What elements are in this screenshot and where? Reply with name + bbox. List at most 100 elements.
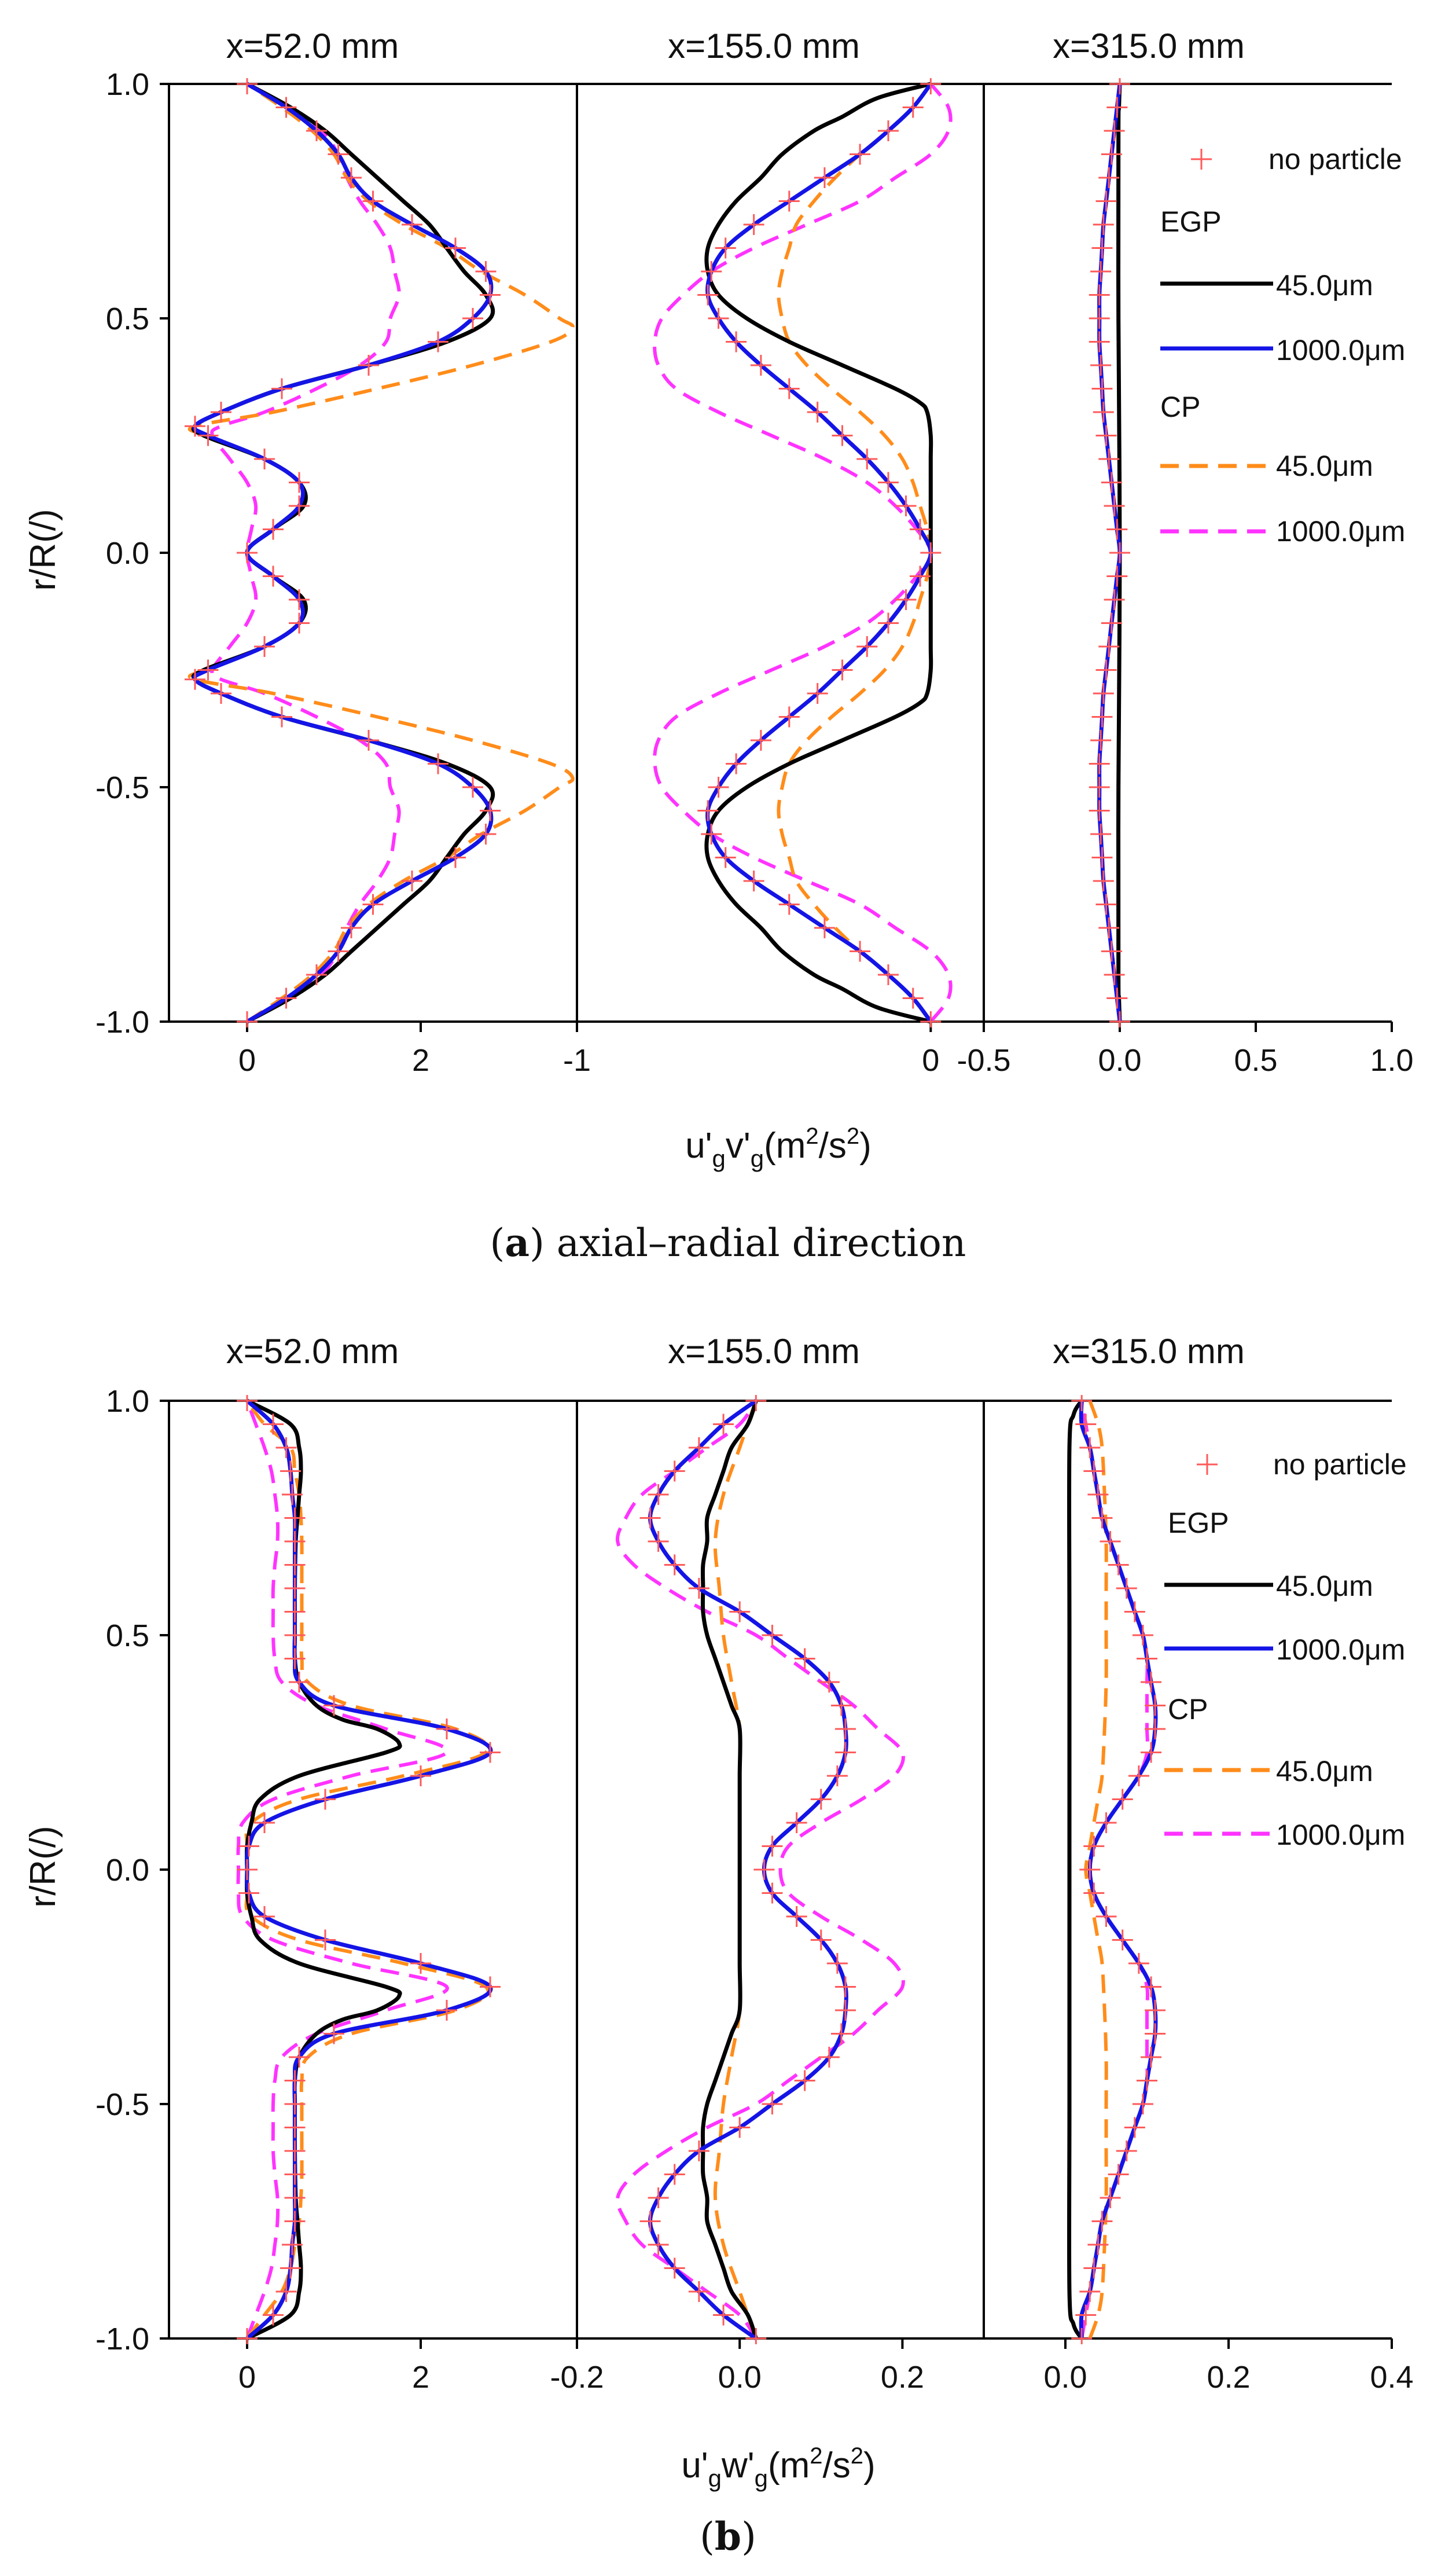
chart-a-panel-1-no-particle-point <box>428 331 448 353</box>
chart-b-panel-3-no-particle-point <box>1145 1719 1166 1739</box>
chart-a-panel-3-no-particle-point <box>1109 1011 1130 1027</box>
chart-a-plot-area: -1.0 -0.5 0.0 0.5 1.0 0 2 -1 0 -0.5 0.0 0.5 1.0 <box>95 67 1414 1078</box>
chart-b-panel-2-no-particle-point <box>826 1765 848 1786</box>
chart-a-panel-3-no-particle-point <box>1106 97 1128 118</box>
chart-b-legend: no particle EGP 45.0μm 1000.0μm CP 45.0μ… <box>1164 1448 1407 1851</box>
chart-a-panel-3-no-particle-point <box>1098 636 1120 657</box>
chart-a-panel-3-xtick-label: 0.0 <box>1098 1043 1141 1078</box>
chart-a-panel-2-no-particle-point <box>920 78 942 94</box>
chart-a-panel-1-no-particle-point <box>358 730 379 751</box>
chart-a-panel-1-no-particle-point <box>289 612 310 634</box>
chart-a-panel-2-no-particle-point <box>814 917 835 938</box>
chart-a-panel-2-no-particle-point <box>909 519 931 540</box>
chart-a-panel-2-xtick-label: -1 <box>563 1043 591 1078</box>
legend-b-cp-45-label: 45.0μm <box>1276 1755 1373 1787</box>
chart-b-panel-3-title: x=315.0 mm <box>1053 1332 1245 1371</box>
chart-a-panel-3-no-particle-point <box>1109 78 1130 94</box>
chart-b-panel-3-no-particle-point <box>1132 2094 1153 2114</box>
chart-b-panel-3-no-particle-point <box>1095 1812 1117 1833</box>
chart-a-panel-2-no-particle-point <box>807 402 828 423</box>
legend-b-egp-45-label: 45.0μm <box>1276 1570 1373 1602</box>
legend-a-no-particle-label: no particle <box>1269 143 1402 175</box>
chart-b-panel-1-no-particle-point <box>280 1460 301 1482</box>
caption-b-close-paren: ) <box>741 2514 756 2559</box>
chart-a-panel-3-no-particle-point <box>1089 777 1110 798</box>
chart-b-panel-3-no-particle-point <box>1141 2047 1162 2068</box>
chart-a-panel-3-no-particle-point <box>1089 753 1110 774</box>
chart-b-panel-1-no-particle-point <box>284 2117 306 2138</box>
chart-a-panel-2-no-particle-point <box>701 261 722 282</box>
chart-a-panel-1-no-particle-point <box>254 636 275 657</box>
chart-a-panel-2-no-particle-point <box>920 542 942 563</box>
chart-b-panel-2-egp-45-line <box>700 1400 758 2340</box>
chart-b-panel-1-no-particle-point <box>237 2328 258 2344</box>
chart-b-panel-3-no-particle-point <box>1071 2328 1093 2344</box>
chart-b-panel-1-no-particle-point <box>436 2000 457 2021</box>
legend-a-egp-45-label: 45.0μm <box>1276 269 1373 302</box>
chart-a-panel-2-no-particle-point <box>750 355 771 376</box>
chart-b-panel-1-no-particle-point <box>284 1578 306 1599</box>
chart-b-panel-1-title: x=52.0 mm <box>226 1332 399 1371</box>
caption-a-text: axial–radial direction <box>545 1221 966 1265</box>
chart-a-panel-3-no-particle-point <box>1093 683 1114 704</box>
chart-a-panel-1-no-particle-point <box>275 97 297 118</box>
legend-b-cp-heading: CP <box>1168 1693 1208 1725</box>
chart-b-panel-2-no-particle-point <box>688 2141 709 2161</box>
chart-b-panel-2-no-particle-point <box>834 1742 856 1763</box>
chart-b-panel-2-no-particle-point <box>794 1648 815 1669</box>
chart-b-panel-2-no-particle-point <box>729 1601 751 1622</box>
chart-a-panel-1-no-particle-point <box>237 542 258 563</box>
chart-a-panel-1-no-particle-point <box>197 425 219 446</box>
chart-a-panel-1-no-particle-point <box>306 120 327 141</box>
chart-a-panel-3-no-particle-point <box>1095 425 1117 446</box>
chart-a-ytick-label: 0.5 <box>106 302 149 336</box>
chart-b-panel-2-no-particle-point <box>648 1484 669 1505</box>
chart-b-panel-2-no-particle-point <box>810 1789 832 1810</box>
chart-b-panel-3-egp-45-line <box>1067 1400 1084 2340</box>
chart-b-panel-1-no-particle-point <box>282 2234 303 2255</box>
chart-a-panel-1-no-particle-point <box>328 941 349 962</box>
chart-b-panel-2-no-particle-point <box>648 2234 669 2255</box>
chart-a-panel-2-no-particle-point <box>895 589 917 610</box>
chart-b-panel-3-no-particle-point <box>1079 1859 1101 1880</box>
legend-b-no-particle-marker <box>1197 1454 1218 1475</box>
chart-a-panel-1-no-particle-point <box>254 449 275 469</box>
chart-b-panel-3-no-particle-point <box>1095 1906 1117 1927</box>
chart-a-panel-2-no-particle-point <box>832 659 853 681</box>
chart-a-panel-1-no-particle-point <box>445 237 466 259</box>
chart-a-panel-2-no-particle-point <box>807 683 828 704</box>
chart-b-panel-3-no-particle-point <box>1087 1484 1109 1505</box>
chart-a-panel-3-no-particle-point <box>1101 612 1122 634</box>
chart-b-panel-3-no-particle-point <box>1083 2257 1105 2279</box>
chart-a-panel-1-no-particle-point <box>197 659 219 681</box>
chart-b-panel-3-no-particle-point <box>1141 1672 1162 1692</box>
chart-b-panel-1-no-particle-point <box>480 1742 501 1763</box>
chart-b-panel-1-no-particle-point <box>284 1554 306 1576</box>
chart-b-panel-1-no-particle-point <box>275 2281 297 2302</box>
chart-a-panel-1-no-particle-point <box>480 800 501 821</box>
chart-a-panel-2-no-particle-point <box>877 120 899 141</box>
chart-a-panel-3-no-particle-point <box>1090 355 1112 376</box>
chart-a-panel-2-no-particle-point <box>715 237 736 259</box>
legend-a-cp-heading: CP <box>1160 391 1200 423</box>
chart-a-panel-3-no-particle-point <box>1098 917 1120 938</box>
chart-b-panel-2-cp-1000-line <box>615 1400 905 2340</box>
chart-b-ytick-label: 0.0 <box>106 1853 149 1888</box>
chart-b-panel-3-no-particle-point <box>1108 2164 1129 2185</box>
chart-b-panel-1-no-particle-point <box>238 1835 259 1857</box>
chart-b-panel-2-no-particle-point <box>834 2000 856 2021</box>
chart-b-panel-3-no-particle-point <box>1083 1460 1105 1482</box>
chart-b-panel-2-no-particle-point <box>745 1395 767 1411</box>
legend-b-cp-1000-label: 1000.0μm <box>1276 1819 1405 1851</box>
caption-b-label: b <box>715 2514 741 2559</box>
legend-a-cp-1000-label: 1000.0μm <box>1276 515 1405 548</box>
chart-a-ytick-label: 1.0 <box>106 67 149 102</box>
chart-a-panel-2-no-particle-point <box>850 941 871 962</box>
chart-b-panel-2-no-particle-point <box>753 1859 775 1880</box>
chart-a-panel-3-no-particle-point <box>1101 144 1122 165</box>
chart-a-panel-1-no-particle-point <box>263 566 284 587</box>
chart-a-panel-2-no-particle-point <box>708 308 729 329</box>
chart-a-panel-3-no-particle-point <box>1104 120 1125 141</box>
chart-a-panel-3-no-particle-point <box>1091 237 1113 259</box>
